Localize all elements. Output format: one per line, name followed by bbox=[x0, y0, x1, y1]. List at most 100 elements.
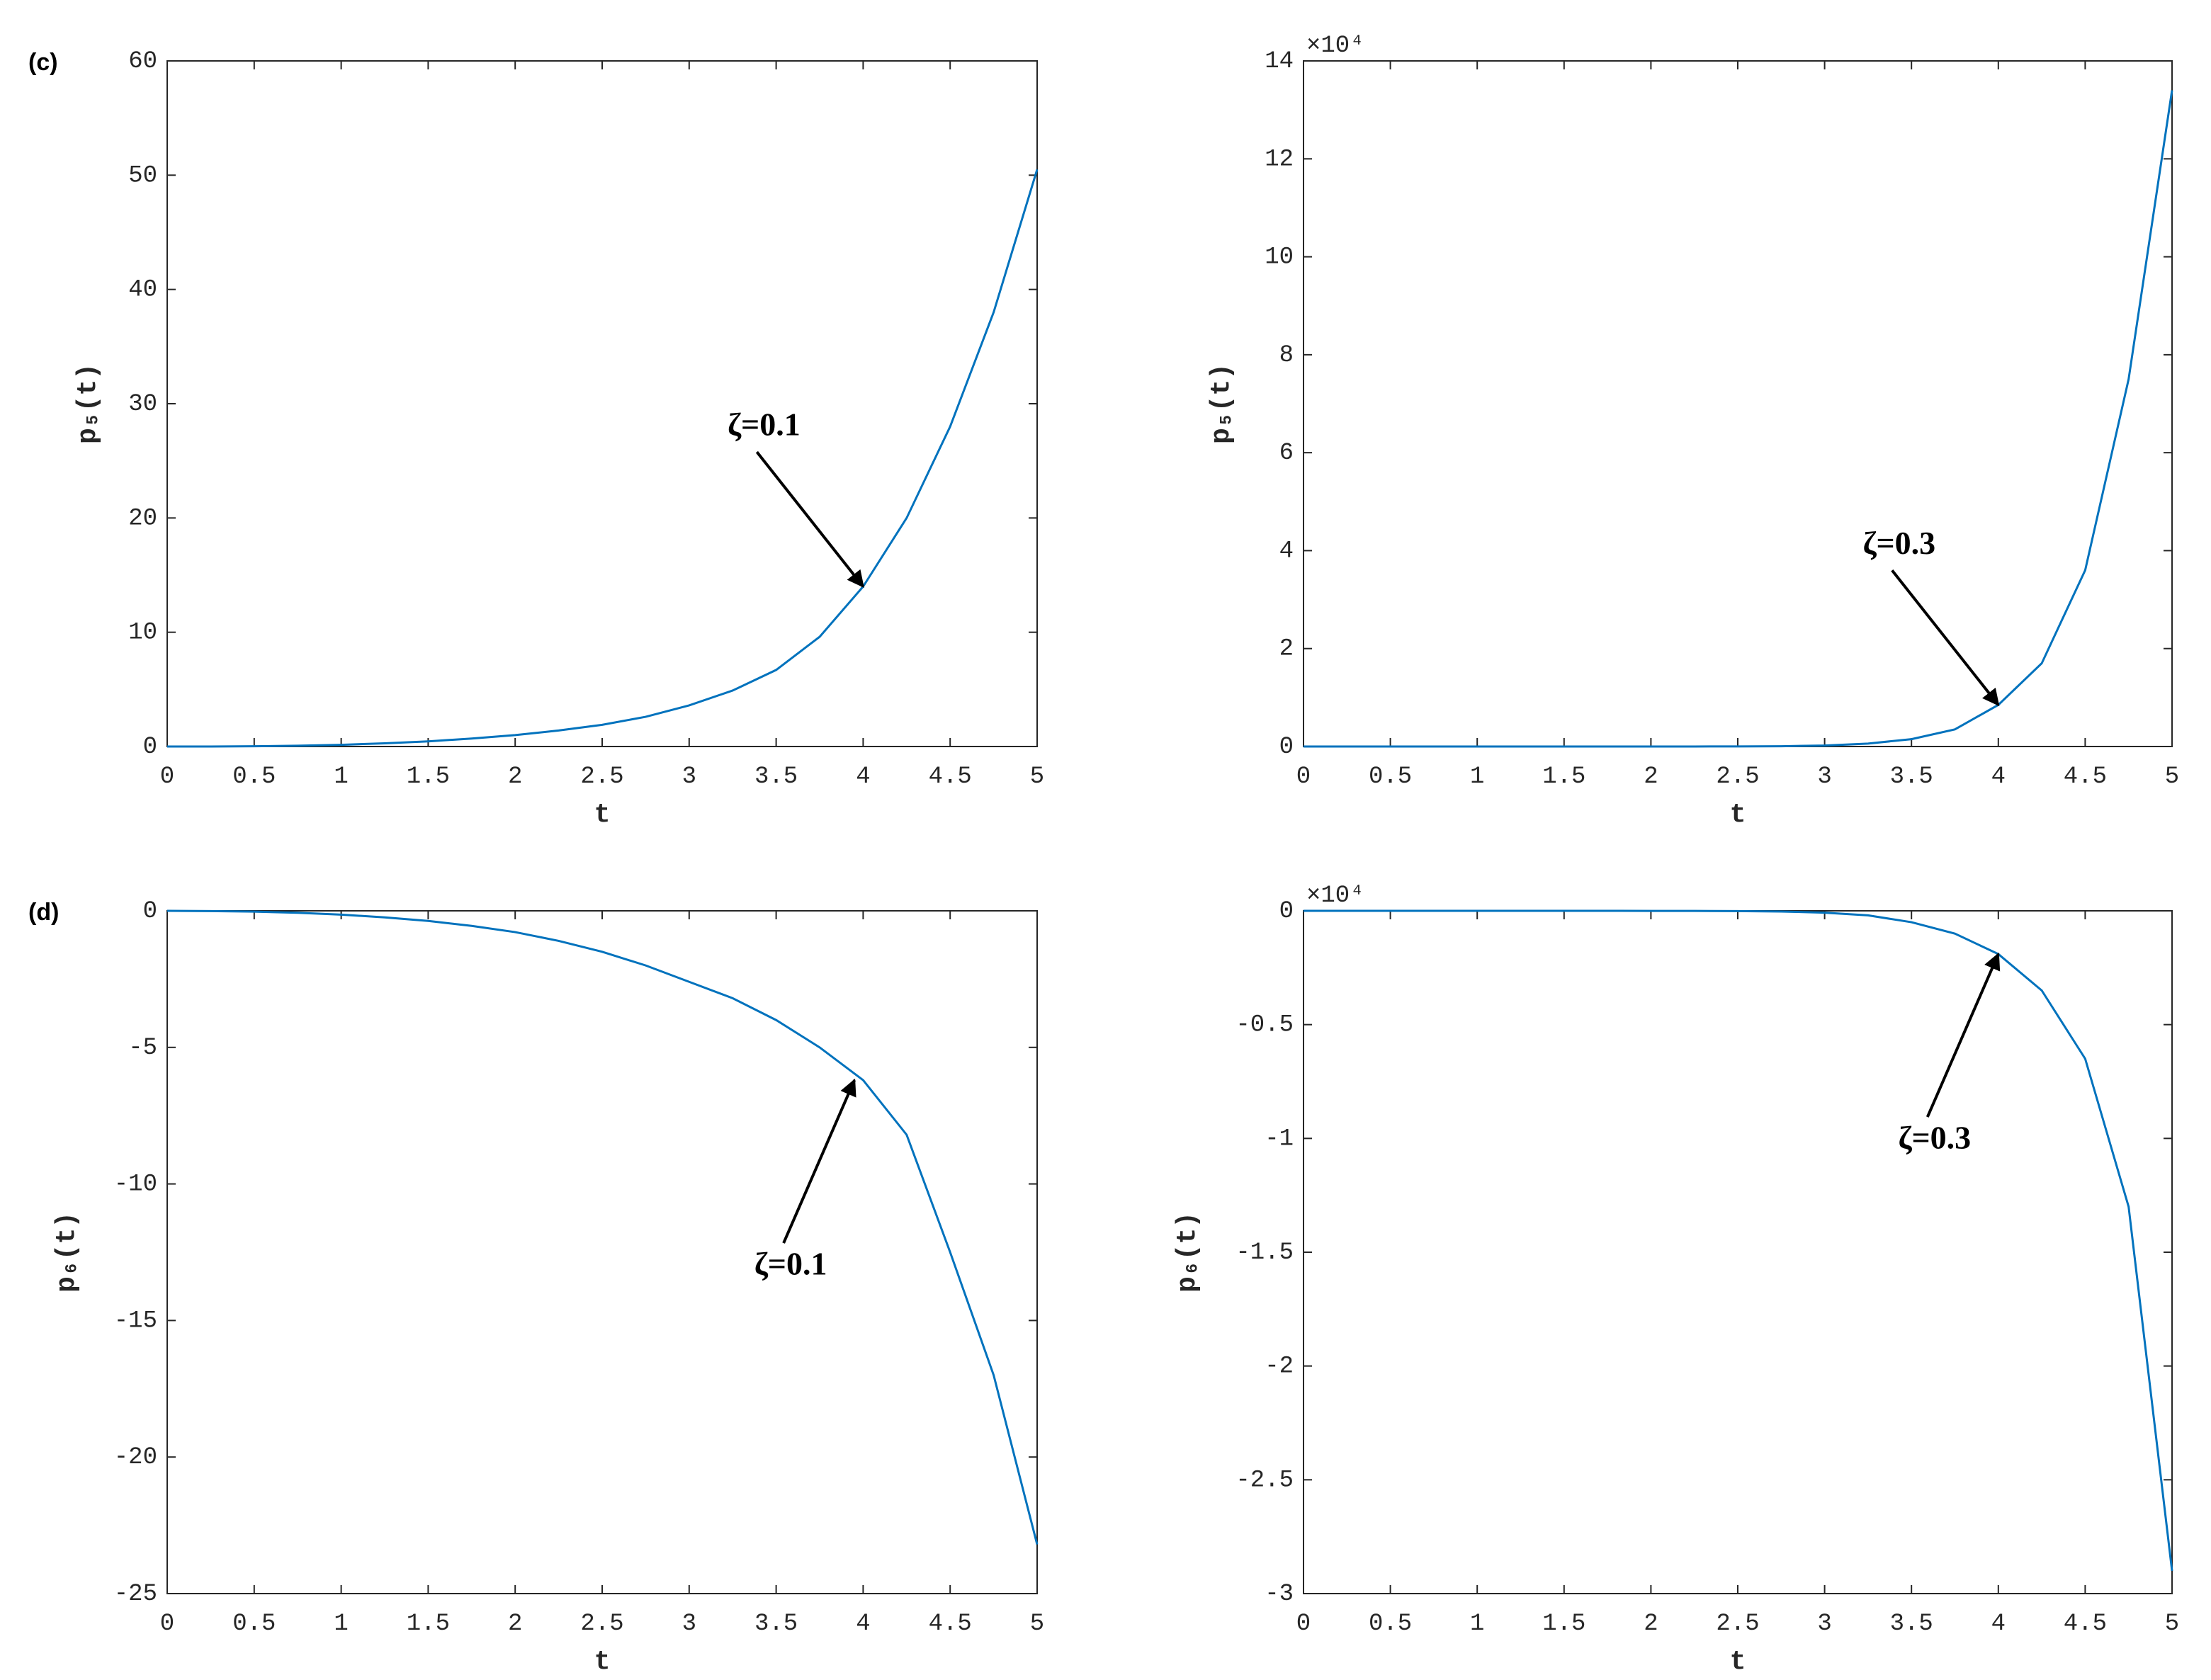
y-tick-label: 10 bbox=[128, 620, 157, 647]
x-tick-label: 0 bbox=[160, 1611, 174, 1638]
annotation: ζ=0.3 bbox=[1898, 1120, 1971, 1156]
y-tick-label: 8 bbox=[1279, 342, 1294, 369]
x-tick-label: 2 bbox=[508, 764, 522, 790]
x-axis-label: t bbox=[1730, 1647, 1746, 1677]
x-tick-label: 2 bbox=[1644, 1611, 1658, 1638]
y-axis-label: p₆(t) bbox=[1172, 1212, 1203, 1293]
y-tick-label: 10 bbox=[1265, 244, 1294, 271]
x-tick-label: 1 bbox=[1470, 1611, 1484, 1638]
y-tick-label: 0 bbox=[1279, 898, 1294, 925]
x-tick-label: 3.5 bbox=[754, 1611, 798, 1638]
plot-area bbox=[166, 60, 1038, 747]
x-tick-label: 3.5 bbox=[1890, 764, 1933, 790]
y-tick-label: -10 bbox=[114, 1171, 157, 1198]
x-tick-label: 3 bbox=[682, 1611, 696, 1638]
x-axis-label: t bbox=[594, 1647, 611, 1677]
panel-label: (d) bbox=[28, 899, 59, 926]
plot-area bbox=[1303, 60, 2173, 747]
y-tick-label: -20 bbox=[114, 1444, 157, 1471]
annotation: ζ=0.1 bbox=[754, 1246, 827, 1282]
y-tick-label: 4 bbox=[1279, 538, 1294, 564]
y-tick-label: -0.5 bbox=[1235, 1012, 1294, 1039]
data-line bbox=[166, 169, 1039, 748]
x-tick-label: 1.5 bbox=[407, 1611, 450, 1638]
x-tick-label: 2.5 bbox=[1716, 764, 1759, 790]
x-tick-label: 4.5 bbox=[2064, 764, 2107, 790]
y-tick-label: -25 bbox=[114, 1581, 157, 1608]
plot-area bbox=[1303, 910, 2173, 1594]
x-tick-label: 1 bbox=[334, 764, 348, 790]
y-tick-label: 2 bbox=[1279, 636, 1294, 663]
x-tick-label: 5 bbox=[2165, 764, 2179, 790]
annotation-arrow bbox=[1891, 569, 2000, 707]
x-tick-label: 4 bbox=[1991, 764, 2006, 790]
data-line bbox=[1304, 909, 2173, 1572]
x-tick-label: 4.5 bbox=[929, 764, 972, 790]
y-tick-label: 12 bbox=[1265, 146, 1294, 173]
y-tick-label: 40 bbox=[128, 277, 157, 304]
y-tick-label: 0 bbox=[143, 734, 157, 761]
y-tick-label: -15 bbox=[114, 1307, 157, 1334]
x-tick-label: 4.5 bbox=[929, 1611, 972, 1638]
y-axis-label: p₅(t) bbox=[73, 363, 103, 444]
x-tick-label: 3 bbox=[682, 764, 696, 790]
x-tick-label: 0.5 bbox=[232, 1611, 276, 1638]
y-exponent: ×10⁴ bbox=[1306, 33, 1364, 59]
x-tick-label: 1.5 bbox=[1542, 764, 1585, 790]
x-tick-label: 2.5 bbox=[1716, 1611, 1759, 1638]
y-tick-label: -5 bbox=[128, 1035, 157, 1062]
x-tick-label: 4.5 bbox=[2064, 1611, 2107, 1638]
y-tick-label: 30 bbox=[128, 391, 157, 418]
x-tick-label: 2 bbox=[1644, 764, 1658, 790]
x-tick-label: 0 bbox=[160, 764, 174, 790]
x-tick-label: 2.5 bbox=[580, 764, 623, 790]
y-tick-label: -2 bbox=[1265, 1353, 1294, 1380]
y-tick-label: 20 bbox=[128, 505, 157, 532]
x-tick-label: 5 bbox=[1030, 764, 1044, 790]
data-line bbox=[1304, 90, 2173, 748]
plot-area bbox=[166, 910, 1038, 1594]
x-tick-label: 5 bbox=[2165, 1611, 2179, 1638]
x-tick-label: 4 bbox=[856, 764, 870, 790]
x-tick-label: 1 bbox=[1470, 764, 1484, 790]
x-axis-label: t bbox=[594, 800, 611, 830]
x-tick-label: 0.5 bbox=[1369, 1611, 1412, 1638]
y-axis-label: p₅(t) bbox=[1206, 363, 1237, 444]
y-tick-label: -1 bbox=[1265, 1125, 1294, 1152]
panel-label: (c) bbox=[28, 49, 58, 76]
x-axis-label: t bbox=[1730, 800, 1746, 830]
x-tick-label: 3 bbox=[1817, 1611, 1831, 1638]
y-tick-label: 0 bbox=[1279, 734, 1294, 761]
x-tick-label: 1.5 bbox=[407, 764, 450, 790]
x-tick-label: 0 bbox=[1296, 1611, 1311, 1638]
y-tick-label: -1.5 bbox=[1235, 1239, 1294, 1266]
x-tick-label: 4 bbox=[856, 1611, 870, 1638]
annotation: ζ=0.1 bbox=[728, 407, 801, 443]
y-tick-label: 14 bbox=[1265, 48, 1294, 75]
y-axis-label: p₆(t) bbox=[52, 1212, 82, 1293]
y-tick-label: -3 bbox=[1265, 1581, 1294, 1608]
x-tick-label: 2 bbox=[508, 1611, 522, 1638]
x-tick-label: 3 bbox=[1817, 764, 1831, 790]
y-tick-label: 50 bbox=[128, 162, 157, 189]
x-tick-label: 0.5 bbox=[232, 764, 276, 790]
annotation-arrow bbox=[1926, 952, 2001, 1118]
data-line bbox=[166, 909, 1039, 1545]
annotation-arrow bbox=[755, 450, 864, 589]
x-tick-label: 5 bbox=[1030, 1611, 1044, 1638]
x-tick-label: 3.5 bbox=[1890, 1611, 1933, 1638]
y-exponent: ×10⁴ bbox=[1306, 882, 1364, 909]
x-tick-label: 1 bbox=[334, 1611, 348, 1638]
y-tick-label: 6 bbox=[1279, 440, 1294, 467]
annotation-arrow bbox=[782, 1078, 856, 1244]
x-tick-label: 2.5 bbox=[580, 1611, 623, 1638]
x-tick-label: 4 bbox=[1991, 1611, 2006, 1638]
x-tick-label: 3.5 bbox=[754, 764, 798, 790]
x-tick-label: 0 bbox=[1296, 764, 1311, 790]
x-tick-label: 0.5 bbox=[1369, 764, 1412, 790]
y-tick-label: -2.5 bbox=[1235, 1467, 1294, 1494]
x-tick-label: 1.5 bbox=[1542, 1611, 1585, 1638]
y-tick-label: 60 bbox=[128, 48, 157, 75]
y-tick-label: 0 bbox=[143, 898, 157, 925]
